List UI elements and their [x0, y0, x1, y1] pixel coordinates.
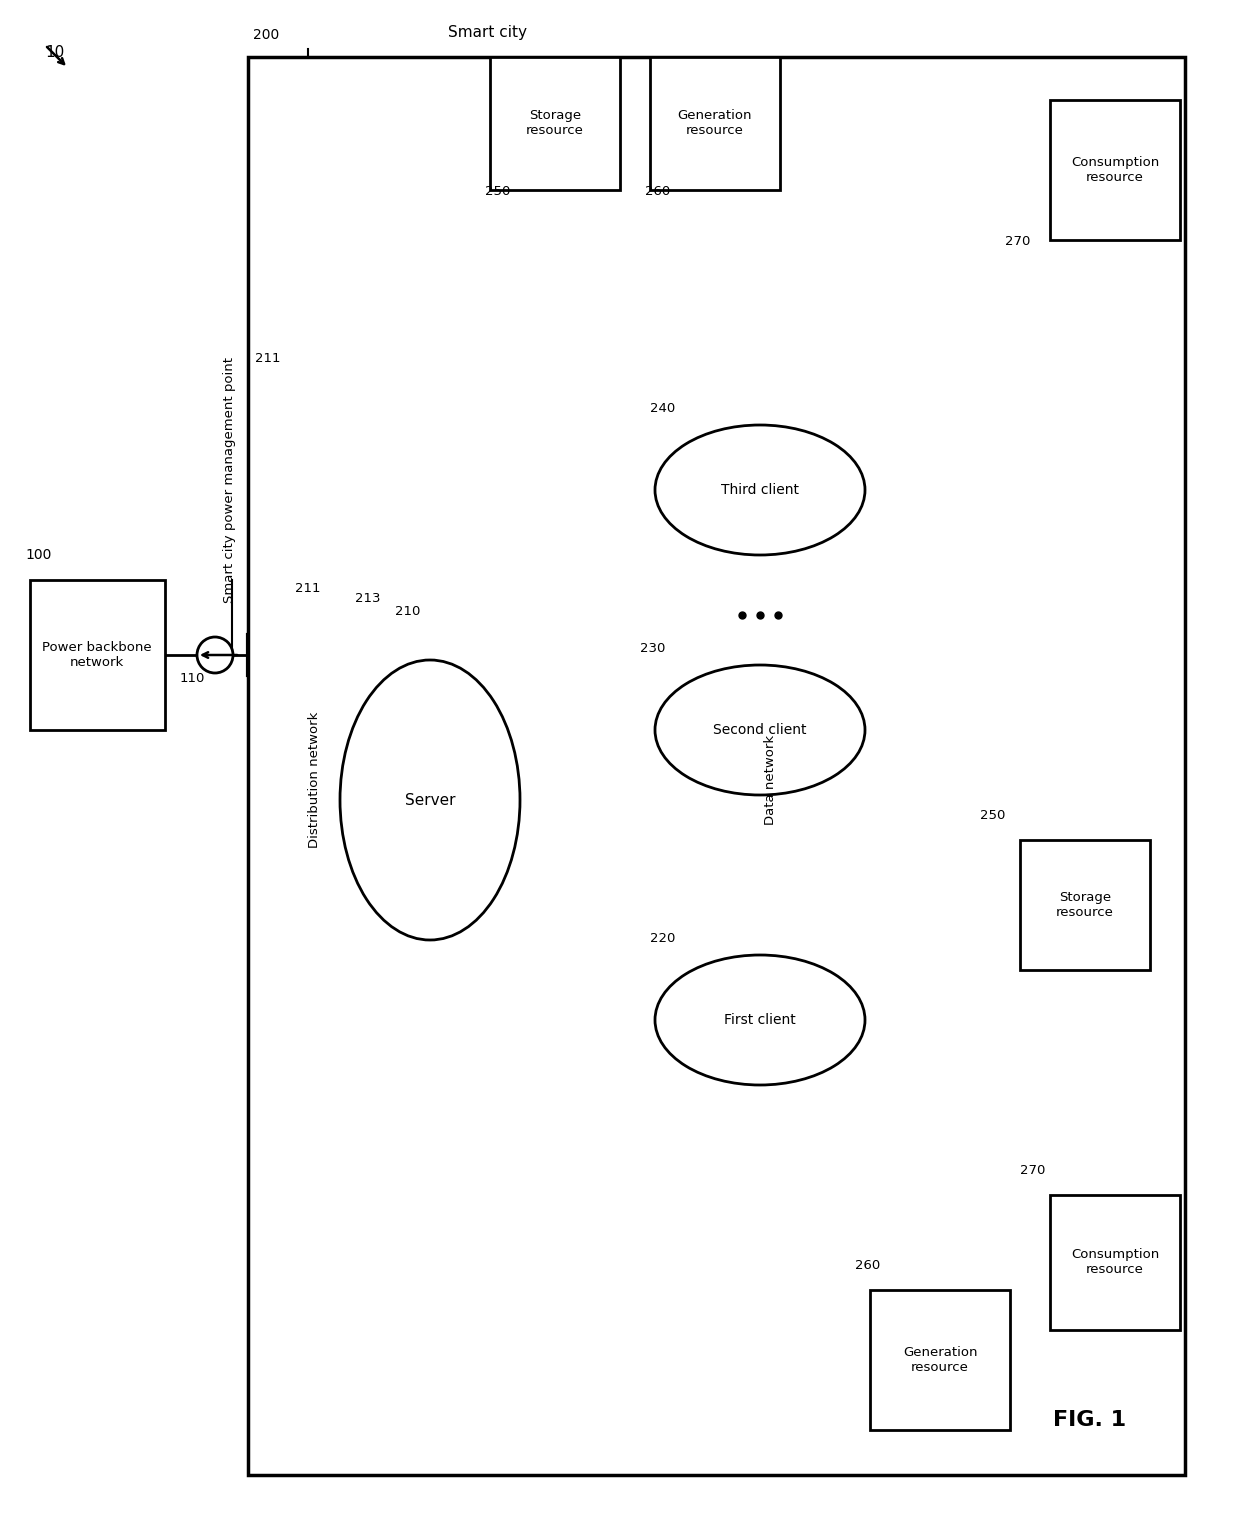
Text: 230: 230	[640, 642, 666, 655]
Text: 110: 110	[180, 672, 206, 686]
Text: 250: 250	[980, 809, 1006, 822]
Text: Smart city power management point: Smart city power management point	[223, 356, 237, 602]
Bar	[1021, 840, 1149, 969]
Text: Consumption
resource: Consumption resource	[1071, 156, 1159, 184]
Text: 200: 200	[253, 27, 279, 42]
Text: 250: 250	[485, 185, 511, 199]
Ellipse shape	[655, 425, 866, 555]
Text: Data network: Data network	[764, 734, 776, 825]
Text: First client: First client	[724, 1013, 796, 1027]
Text: FIG. 1: FIG. 1	[1054, 1409, 1127, 1431]
Text: Storage
resource: Storage resource	[1056, 890, 1114, 919]
Text: Server: Server	[404, 792, 455, 807]
Bar	[650, 58, 780, 190]
Ellipse shape	[655, 956, 866, 1085]
Text: 100: 100	[25, 548, 51, 561]
Bar	[870, 1289, 1011, 1431]
Bar	[1050, 1195, 1180, 1330]
Text: Consumption
resource: Consumption resource	[1071, 1248, 1159, 1276]
Text: Third client: Third client	[720, 482, 799, 498]
Bar	[1050, 100, 1180, 240]
Text: Smart city: Smart city	[448, 24, 527, 39]
Ellipse shape	[315, 495, 605, 1065]
Text: Storage
resource: Storage resource	[526, 109, 584, 137]
Text: 270: 270	[1021, 1164, 1045, 1177]
Text: 220: 220	[650, 931, 676, 945]
Ellipse shape	[655, 664, 866, 795]
Text: 211: 211	[255, 352, 280, 366]
Text: Power backbone
network: Power backbone network	[42, 642, 151, 669]
Bar	[30, 579, 165, 730]
Text: Generation
resource: Generation resource	[678, 109, 753, 137]
Text: 240: 240	[650, 402, 676, 416]
Text: Generation
resource: Generation resource	[903, 1346, 977, 1374]
Text: 213: 213	[355, 592, 381, 605]
Bar	[490, 58, 620, 190]
Text: 10: 10	[45, 46, 64, 61]
Text: 270: 270	[1004, 235, 1030, 247]
Text: 211: 211	[295, 583, 320, 595]
Text: Distribution network: Distribution network	[309, 711, 321, 848]
Text: 260: 260	[856, 1259, 880, 1271]
Ellipse shape	[340, 660, 520, 941]
Text: 210: 210	[396, 605, 420, 617]
Bar	[248, 58, 1185, 1475]
Ellipse shape	[295, 270, 825, 1289]
Text: Second client: Second client	[713, 724, 807, 737]
Ellipse shape	[260, 379, 660, 1180]
Text: 260: 260	[645, 185, 671, 199]
Circle shape	[197, 637, 233, 674]
